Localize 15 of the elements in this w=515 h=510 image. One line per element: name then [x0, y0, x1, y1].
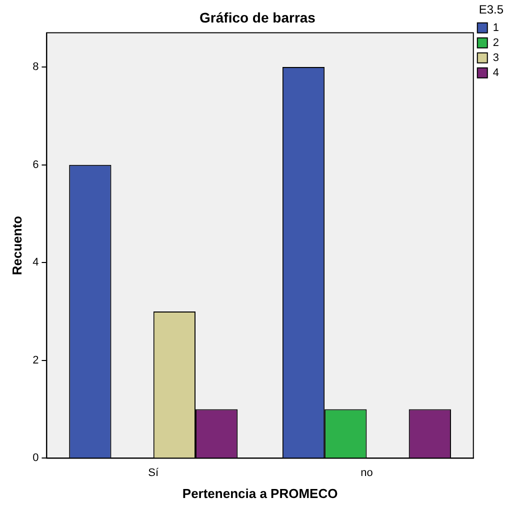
legend-label: 1	[492, 22, 500, 34]
y-tick-label: 2	[32, 354, 39, 366]
x-axis-title: Pertenencia a PROMECO	[182, 486, 338, 501]
y-tick-label: 8	[32, 61, 39, 74]
y-tick-label: 0	[32, 452, 39, 464]
chart-title: Gráfico de barras	[200, 9, 316, 26]
x-tick-label: Sí	[148, 466, 160, 479]
legend-label: 4	[492, 66, 500, 79]
legend-label: 2	[492, 36, 500, 49]
legend-title: E3.5	[478, 2, 504, 16]
y-tick-label: 4	[32, 256, 39, 269]
y-axis-title: Recuento	[9, 216, 24, 276]
y-tick-label: 6	[32, 158, 39, 171]
legend-label: 3	[492, 52, 500, 64]
x-tick-label: no	[360, 466, 373, 479]
